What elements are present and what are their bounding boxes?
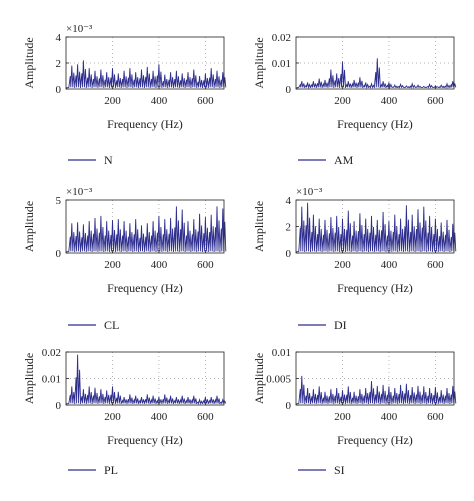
series-line (295, 58, 457, 90)
y-tick-label: 0 (286, 248, 292, 260)
x-tick-label: 600 (427, 411, 444, 423)
y-tick-label: 2 (286, 222, 292, 234)
y-axis-label: Amplitude (22, 201, 36, 252)
y-tick-label: 0.01 (272, 58, 291, 70)
y-exponent-label: ×10⁻³ (66, 186, 93, 198)
chart-panel-n: 200 400 600 0 2 4 ×10⁻³ Amplitude Frequency (Hz)… (22, 23, 227, 167)
series-line (295, 375, 457, 405)
y-tick-label: 0.02 (42, 347, 61, 359)
x-tick-label: 400 (381, 259, 398, 271)
x-axis-label: Frequency (Hz) (337, 117, 413, 131)
y-axis-label: Amplitude (252, 37, 266, 88)
series-line (65, 206, 227, 253)
y-tick-label: 4 (56, 32, 62, 44)
y-tick-label: 0 (286, 84, 292, 96)
x-tick-label: 400 (381, 411, 398, 423)
x-tick-label: 400 (151, 411, 168, 423)
y-exponent-label: ×10⁻³ (296, 186, 323, 198)
chart-panel-di: 200 400 600 0 2 4 ×10⁻³ Amplitude Frequency (Hz)… (252, 186, 457, 332)
x-axis-label: Frequency (Hz) (337, 281, 413, 295)
x-tick-label: 200 (104, 259, 121, 271)
x-tick-label: 400 (381, 95, 398, 107)
series-line (295, 202, 457, 253)
x-tick-label: 200 (334, 411, 351, 423)
x-tick-label: 200 (334, 95, 351, 107)
y-tick-label: 0 (56, 400, 62, 412)
plot-frame (65, 199, 225, 254)
y-axis-label: Amplitude (252, 201, 266, 252)
x-tick-label: 200 (334, 259, 351, 271)
chart-panel-si: 200 400 600 0 0.005 0.01 Amplitude Frequency (H… (252, 347, 457, 477)
x-axis-label: Frequency (Hz) (337, 433, 413, 447)
y-tick-label: 0.01 (272, 347, 291, 359)
y-tick-label: 5 (56, 195, 62, 207)
y-tick-label: 4 (286, 195, 292, 207)
y-tick-label: 0 (56, 84, 62, 96)
x-tick-label: 600 (197, 95, 214, 107)
y-axis-label: Amplitude (22, 37, 36, 88)
y-axis-label: Amplitude (252, 353, 266, 404)
x-axis-label: Frequency (Hz) (107, 281, 183, 295)
y-axis-label: Amplitude (22, 353, 36, 404)
y-tick-label: 0 (56, 248, 62, 260)
y-tick-label: 0.01 (42, 374, 61, 386)
legend-label: SI (334, 463, 345, 477)
x-axis-label: Frequency (Hz) (107, 117, 183, 131)
x-tick-label: 600 (427, 95, 444, 107)
x-tick-label: 200 (104, 411, 121, 423)
y-tick-label: 2 (56, 58, 62, 70)
legend-label: DI (334, 318, 347, 332)
chart-panel-am: 200 400 600 0 0.01 0.02 Amplitude Frequency (Hz… (252, 32, 457, 167)
x-tick-label: 400 (151, 259, 168, 271)
legend-label: CL (104, 318, 119, 332)
chart-panel-pl: 200 400 600 0 0.01 0.02 Amplitude Frequency (Hz… (22, 347, 227, 477)
series-line (65, 60, 227, 89)
legend-label: N (104, 153, 113, 167)
x-tick-label: 400 (151, 95, 168, 107)
series-line (65, 354, 227, 405)
chart-panel-cl: 200 400 600 0 5 ×10⁻³ Amplitude Frequency (Hz) C… (22, 186, 227, 332)
x-tick-label: 200 (104, 95, 121, 107)
x-tick-label: 600 (427, 259, 444, 271)
y-tick-label: 0.005 (266, 374, 291, 386)
y-tick-label: 0.02 (272, 32, 291, 44)
legend-label: AM (334, 153, 354, 167)
y-exponent-label: ×10⁻³ (66, 23, 93, 35)
x-axis-label: Frequency (Hz) (107, 433, 183, 447)
legend-label: PL (104, 463, 118, 477)
x-tick-label: 600 (197, 411, 214, 423)
y-tick-label: 0 (286, 400, 292, 412)
x-tick-label: 600 (197, 259, 214, 271)
